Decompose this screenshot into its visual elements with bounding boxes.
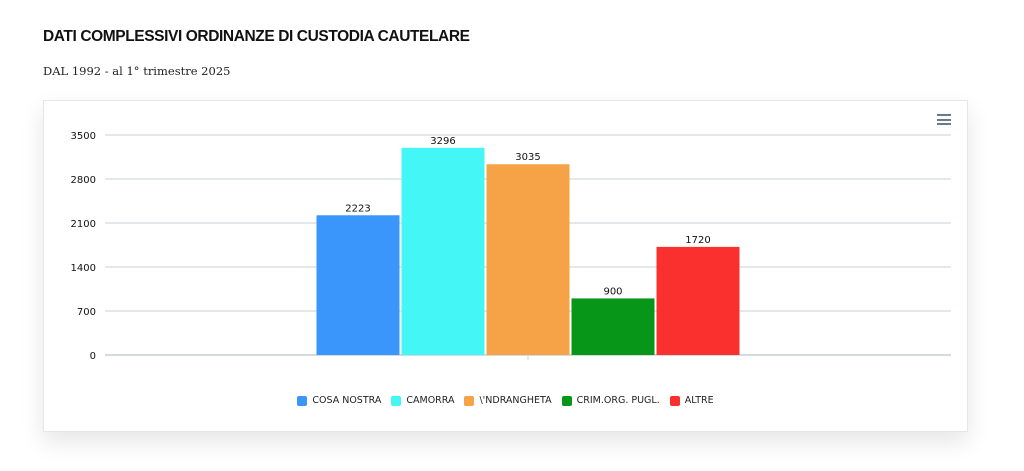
- legend-swatch: [561, 395, 572, 406]
- legend-label: CAMORRA: [406, 395, 455, 406]
- page-subtitle: DAL 1992 - al 1° trimestre 2025: [43, 64, 231, 78]
- bar[interactable]: [486, 164, 570, 355]
- legend-item[interactable]: CRIM.ORG. PUGL.: [561, 395, 660, 406]
- bar[interactable]: [656, 246, 740, 355]
- legend-label: CRIM.ORG. PUGL.: [576, 395, 660, 406]
- bar[interactable]: [401, 147, 485, 355]
- data-label: 3035: [515, 152, 540, 163]
- legend-swatch: [391, 395, 402, 406]
- y-tick-label: 2800: [71, 175, 96, 186]
- y-tick-label: 0: [90, 351, 96, 362]
- data-label: 1720: [685, 235, 710, 246]
- legend-label: \'NDRANGHETA: [479, 395, 552, 406]
- bar[interactable]: [316, 215, 400, 355]
- legend-item[interactable]: ALTRE: [669, 395, 714, 406]
- data-label: 3296: [430, 136, 455, 147]
- data-label: 900: [603, 286, 622, 297]
- legend-item[interactable]: COSA NOSTRA: [297, 395, 381, 406]
- y-tick-label: 2100: [71, 219, 96, 230]
- legend-item[interactable]: \'NDRANGHETA: [464, 395, 552, 406]
- legend-swatch: [669, 395, 680, 406]
- bar-chart: 0 700 1400 2100 2800 3500 2223 3296 3035 900 1720: [71, 131, 951, 362]
- legend-label: COSA NOSTRA: [312, 395, 382, 406]
- page-title: DATI COMPLESSIVI ORDINANZE DI CUSTODIA C…: [43, 28, 470, 45]
- legend-swatch: [297, 395, 308, 406]
- y-tick-label: 1400: [71, 263, 96, 274]
- y-tick-label: 700: [77, 307, 96, 318]
- y-tick-label: 3500: [71, 131, 96, 142]
- hamburger-menu-icon[interactable]: [937, 114, 952, 126]
- data-label: 2223: [345, 203, 370, 214]
- chart-legend: COSA NOSTRA CAMORRA \'NDRANGHETA CRIM.ORG. …: [44, 395, 967, 406]
- chart-card: 0 700 1400 2100 2800 3500 2223 3296 3035 900 1720 …: [43, 100, 968, 432]
- legend-item[interactable]: CAMORRA: [391, 395, 454, 406]
- bar[interactable]: [571, 298, 655, 355]
- legend-label: ALTRE: [684, 395, 714, 406]
- legend-swatch: [464, 395, 475, 406]
